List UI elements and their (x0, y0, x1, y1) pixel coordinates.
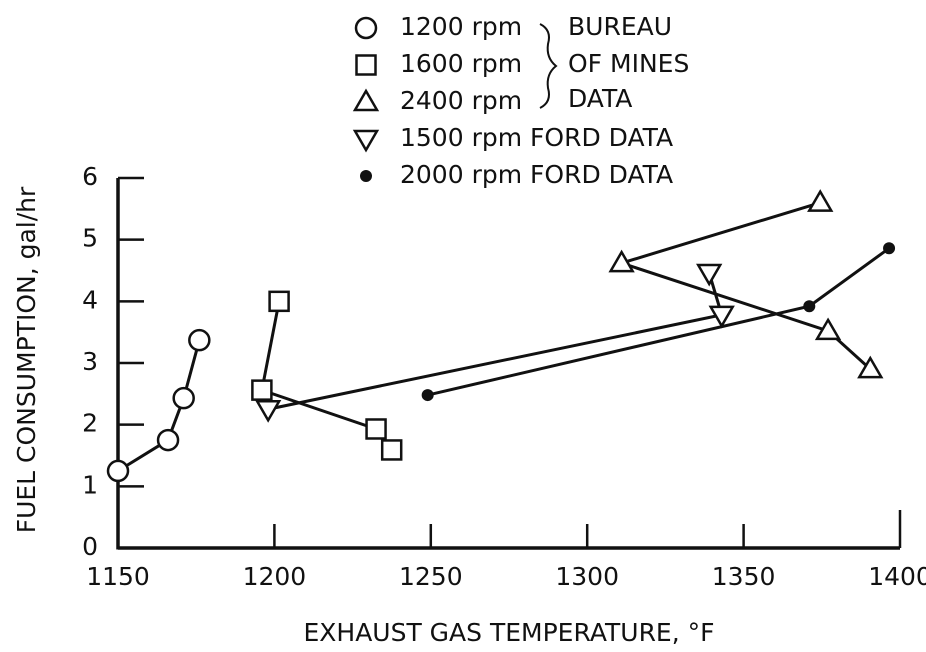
y-tick-label: 3 (82, 347, 98, 376)
x-tick-label: 1200 (243, 562, 307, 591)
legend-marker (360, 170, 372, 182)
data-point (251, 379, 273, 401)
legend-marker (355, 54, 377, 76)
x-tick-label: 1350 (712, 562, 776, 591)
x-tick-label: 1400 (868, 562, 926, 591)
legend-marker (352, 88, 380, 112)
data-point (857, 355, 884, 379)
y-tick-label: 5 (82, 224, 98, 253)
data-point (883, 242, 896, 255)
data-point (268, 290, 290, 313)
data-point (254, 400, 282, 423)
data-point (807, 189, 834, 212)
legend-label: 1600 rpm (400, 49, 522, 78)
y-tick-label: 6 (82, 162, 98, 191)
legend-group-label: DATA (568, 84, 632, 113)
data-point (156, 428, 180, 452)
y-tick-label: 4 (82, 285, 98, 314)
series-line (427, 247, 890, 397)
legend-marker (354, 16, 378, 40)
x-tick-label: 1250 (399, 562, 463, 591)
series-line (616, 201, 872, 371)
legend-label: 1500 rpm FORD DATA (400, 123, 673, 152)
x-axis-label: EXHAUST GAS TEMPERATURE, °F (303, 618, 714, 647)
data-point (365, 418, 387, 440)
x-tick-label: 1300 (555, 562, 619, 591)
data-point (696, 263, 723, 287)
y-tick-label: 0 (82, 532, 98, 561)
legend-group-label: BUREAU (568, 12, 672, 41)
legend-label: 1200 rpm (400, 12, 522, 41)
data-point (814, 317, 842, 341)
data-point (421, 389, 434, 402)
y-tick-label: 1 (82, 470, 98, 499)
series-line (117, 339, 201, 473)
data-point (172, 386, 195, 410)
x-tick-label: 1150 (86, 562, 150, 591)
legend-marker (352, 129, 380, 153)
data-point (106, 459, 130, 483)
legend-group-label: OF MINES (568, 49, 689, 78)
y-axis-label: FUEL CONSUMPTION, gal/hr (12, 186, 41, 533)
data-point (708, 305, 735, 329)
data-point (188, 328, 211, 352)
data-point (608, 249, 635, 273)
legend-label: 2000 rpm FORD DATA (400, 160, 673, 189)
y-tick-label: 2 (82, 409, 98, 438)
legend-brace (539, 23, 558, 109)
legend-label: 2400 rpm (400, 86, 522, 115)
data-point (803, 300, 816, 313)
data-point (380, 439, 403, 461)
